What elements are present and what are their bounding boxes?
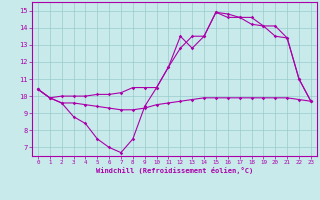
X-axis label: Windchill (Refroidissement éolien,°C): Windchill (Refroidissement éolien,°C) — [96, 167, 253, 174]
